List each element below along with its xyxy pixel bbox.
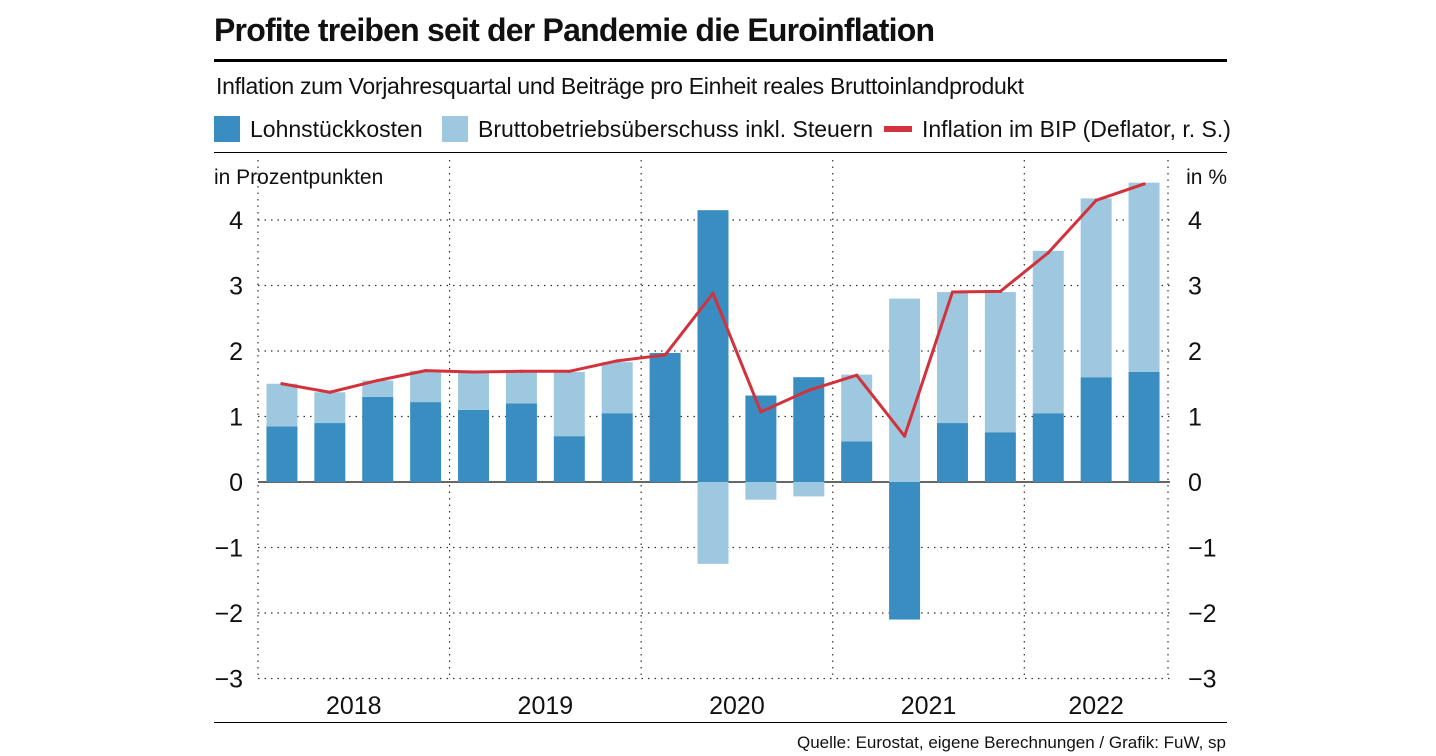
bar-lohn-6 bbox=[505, 403, 537, 482]
ytick-right-4: 1 bbox=[1188, 404, 1202, 432]
ytick-right-5: 0 bbox=[1188, 469, 1202, 497]
ytick-left-2: 3 bbox=[229, 273, 243, 301]
bar-brutto-12 bbox=[793, 482, 825, 497]
legend-swatch-bruttobetriebsueberschuss bbox=[442, 116, 468, 142]
bar-brutto-18 bbox=[1080, 198, 1112, 378]
point-inflation-14 bbox=[902, 434, 907, 438]
bar-brutto-19 bbox=[1128, 182, 1160, 372]
ytick-right-3: 2 bbox=[1188, 338, 1202, 366]
ytick-left-7: −2 bbox=[214, 600, 243, 628]
bar-brutto-17 bbox=[1032, 250, 1064, 414]
point-inflation-15 bbox=[950, 290, 955, 294]
bar-lohn-2 bbox=[314, 423, 346, 482]
point-inflation-7 bbox=[567, 369, 571, 373]
ytick-right-6: −1 bbox=[1188, 535, 1217, 563]
point-inflation-8 bbox=[615, 359, 619, 363]
ytick-right-8: −3 bbox=[1188, 666, 1217, 694]
ytick-right-1: 4 bbox=[1188, 207, 1202, 235]
point-inflation-1 bbox=[280, 382, 284, 386]
legend-swatch-lohnstueckkosten bbox=[214, 116, 240, 142]
point-inflation-6 bbox=[519, 369, 524, 373]
point-inflation-4 bbox=[424, 369, 428, 373]
legend-label-lohnstueckkosten: Lohnstückkosten bbox=[250, 115, 423, 142]
point-inflation-13 bbox=[855, 373, 859, 377]
legend-line-inflation bbox=[884, 126, 912, 132]
bar-brutto-15 bbox=[936, 292, 968, 424]
xtick-year-2020: 2020 bbox=[709, 692, 765, 720]
point-inflation-12 bbox=[807, 388, 811, 392]
bar-lohn-9 bbox=[649, 352, 681, 482]
bar-lohn-10 bbox=[697, 210, 729, 483]
bar-lohn-17 bbox=[1032, 413, 1064, 482]
bar-brutto-14 bbox=[889, 298, 921, 482]
point-inflation-17 bbox=[1046, 251, 1050, 255]
ytick-left-3: 2 bbox=[229, 338, 243, 366]
legend-item-lohnstueckkosten: Lohnstückkosten bbox=[214, 113, 423, 145]
legend-item-bruttobetriebsueberschuss: Bruttobetriebsüberschuss inkl. Steuern bbox=[442, 113, 873, 145]
point-inflation-11 bbox=[759, 410, 763, 414]
ytick-left-8: −3 bbox=[214, 666, 243, 694]
bar-brutto-7 bbox=[553, 371, 585, 437]
chart-title: Profite treiben seit der Pandemie die Eu… bbox=[214, 12, 935, 48]
bar-brutto-2 bbox=[314, 392, 346, 424]
bar-brutto-5 bbox=[458, 371, 490, 410]
bar-lohn-16 bbox=[984, 432, 1016, 482]
point-inflation-2 bbox=[328, 390, 332, 394]
ylabel-left: in Prozentpunkten bbox=[214, 166, 383, 189]
bar-lohn-15 bbox=[936, 423, 968, 482]
source-note: Quelle: Eurostat, eigene Berechnungen / … bbox=[796, 733, 1226, 752]
bar-brutto-3 bbox=[362, 380, 394, 397]
point-inflation-19 bbox=[1142, 182, 1146, 186]
point-inflation-16 bbox=[998, 289, 1002, 293]
bar-brutto-11 bbox=[745, 482, 777, 500]
xtick-year-2019: 2019 bbox=[518, 692, 574, 720]
xtick-year-2018: 2018 bbox=[326, 692, 382, 720]
bar-lohn-13 bbox=[841, 441, 873, 482]
ytick-left-6: −1 bbox=[214, 535, 243, 563]
legend-rule bbox=[214, 152, 1227, 153]
bar-brutto-10 bbox=[697, 482, 729, 564]
bar-brutto-8 bbox=[601, 362, 633, 414]
ytick-right-7: −2 bbox=[1188, 600, 1217, 628]
chart-subtitle: Inflation zum Vorjahresquartal und Beitr… bbox=[216, 73, 1024, 99]
bar-lohn-1 bbox=[266, 426, 298, 482]
bar-brutto-1 bbox=[266, 383, 298, 427]
bar-lohn-4 bbox=[410, 402, 442, 482]
legend-item-inflation: Inflation im BIP (Deflator, r. S.) bbox=[884, 113, 1231, 145]
point-inflation-18 bbox=[1094, 198, 1098, 202]
bottom-rule bbox=[214, 722, 1227, 723]
bar-lohn-8 bbox=[601, 413, 633, 482]
bar-brutto-4 bbox=[410, 370, 442, 403]
point-inflation-10 bbox=[711, 291, 715, 295]
point-inflation-5 bbox=[471, 370, 476, 374]
ytick-right-2: 3 bbox=[1188, 273, 1202, 301]
ytick-left-1: 4 bbox=[229, 207, 243, 235]
bar-lohn-14 bbox=[889, 482, 921, 620]
bar-lohn-18 bbox=[1080, 377, 1112, 482]
ylabel-right: in % bbox=[1186, 166, 1227, 189]
point-inflation-3 bbox=[376, 378, 380, 383]
bar-brutto-13 bbox=[841, 374, 873, 442]
xtick-year-2022: 2022 bbox=[1068, 692, 1124, 720]
bar-brutto-6 bbox=[505, 371, 537, 404]
bar-lohn-7 bbox=[553, 436, 585, 482]
bar-lohn-3 bbox=[362, 396, 394, 482]
xtick-year-2021: 2021 bbox=[901, 692, 957, 720]
bar-lohn-19 bbox=[1128, 371, 1160, 482]
ytick-left-5: 0 bbox=[229, 469, 243, 497]
legend-label-bruttobetriebsueberschuss: Bruttobetriebsüberschuss inkl. Steuern bbox=[478, 115, 874, 142]
ytick-left-4: 1 bbox=[229, 404, 243, 432]
bar-brutto-16 bbox=[984, 292, 1016, 433]
legend-label-inflation: Inflation im BIP (Deflator, r. S.) bbox=[922, 115, 1231, 142]
title-rule bbox=[214, 59, 1227, 62]
bar-lohn-5 bbox=[458, 409, 490, 482]
point-inflation-9 bbox=[663, 353, 667, 357]
bar-lohn-12 bbox=[793, 377, 825, 482]
